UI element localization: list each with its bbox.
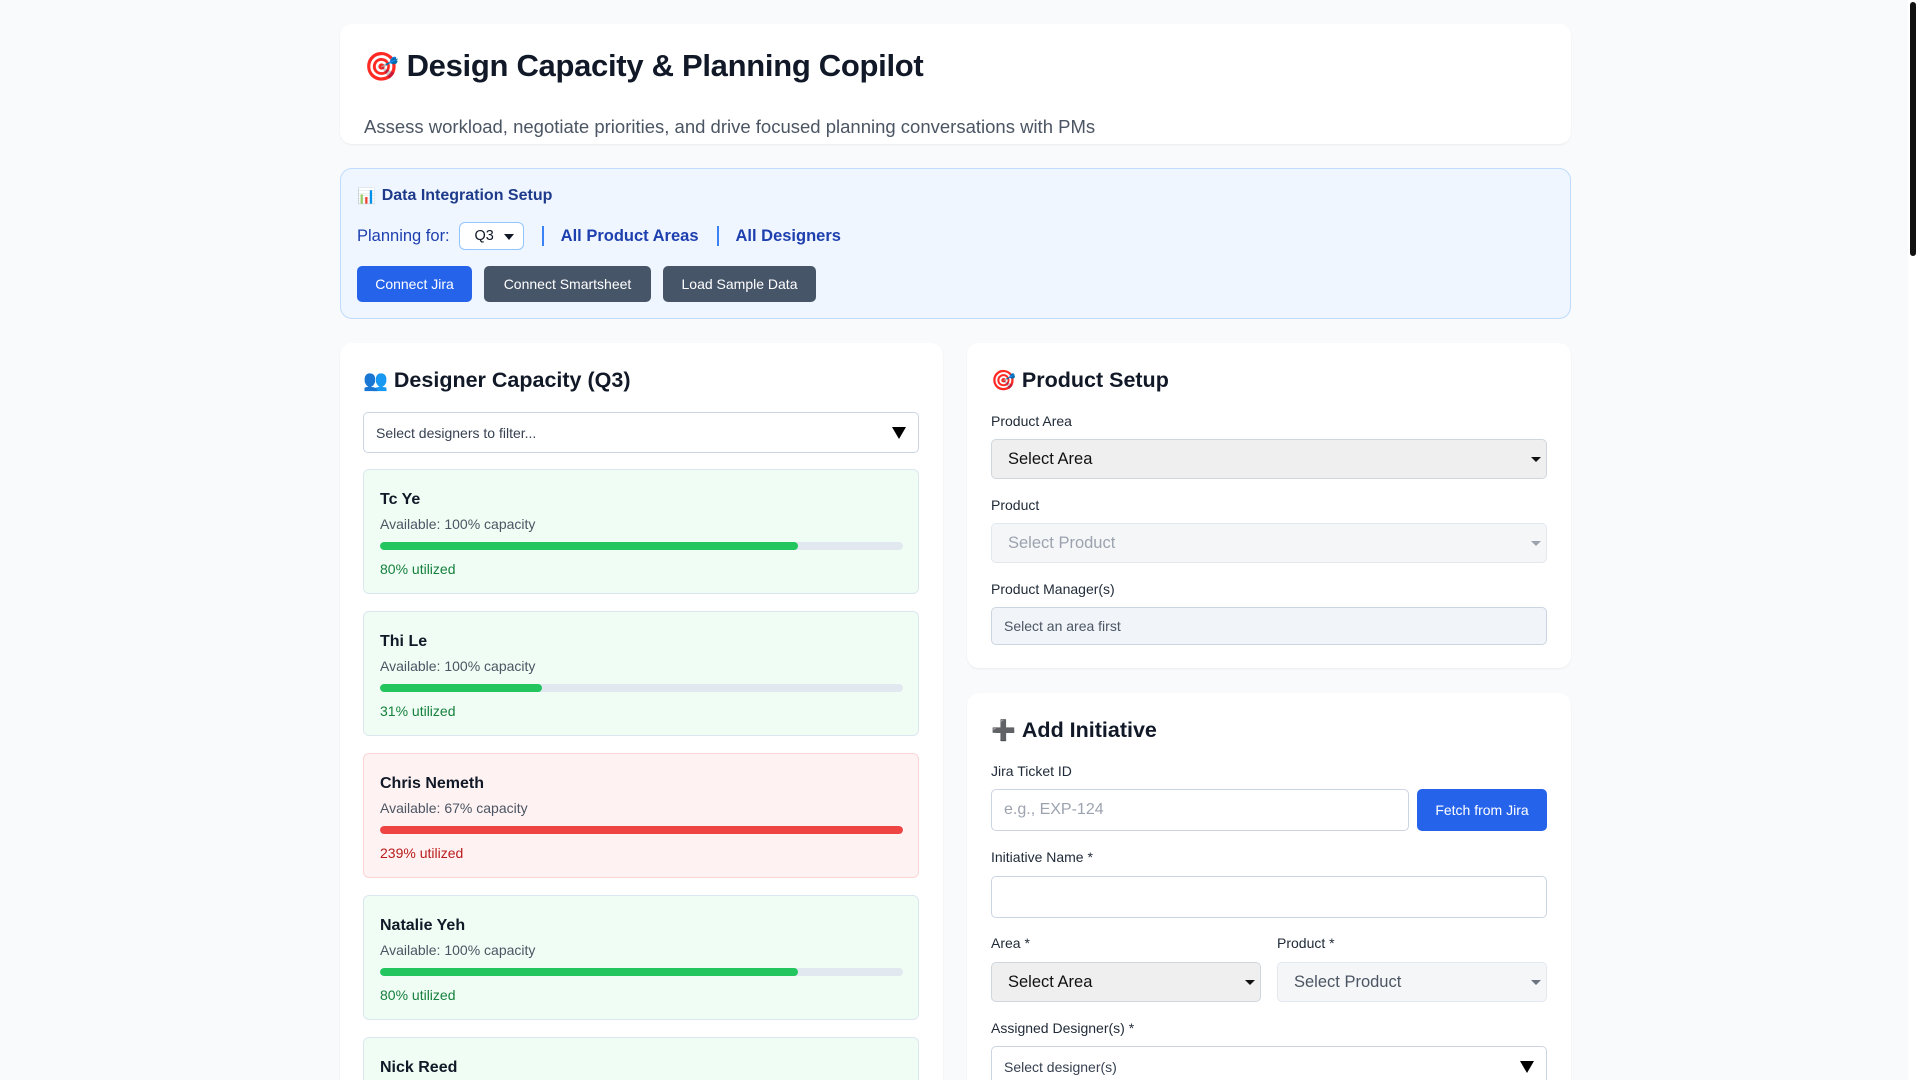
divider [716, 226, 719, 246]
designer-capacity-title: 👥 Designer Capacity (Q3) [363, 368, 630, 393]
dropdown-triangle-icon [1520, 1061, 1534, 1073]
jira-ticket-label: Jira Ticket ID [991, 763, 1072, 779]
product-setup-card: 🎯 Product Setup Product Area Select Area… [967, 343, 1571, 668]
utilization-bar-fill [380, 684, 543, 692]
product-area-label: Product Area [991, 413, 1072, 429]
bar-chart-icon: 📊 [357, 188, 376, 205]
chevron-down-icon [1531, 541, 1541, 546]
page-scrollbar[interactable] [1908, 0, 1920, 1080]
utilization-bar [380, 684, 903, 692]
designer-utilization: 239% utilized [380, 845, 464, 861]
designer-utilization: 80% utilized [380, 987, 456, 1003]
integration-title-text: Data Integration Setup [381, 187, 553, 204]
load-sample-data-button[interactable]: Load Sample Data [663, 266, 816, 302]
divider [541, 226, 544, 246]
add-initiative-title: ➕ Add Initiative [991, 718, 1157, 743]
connect-jira-button[interactable]: Connect Jira [357, 266, 472, 302]
utilization-bar-fill [380, 542, 799, 550]
initiative-area-value: Select Area [1008, 972, 1093, 991]
designer-name: Thi Le [380, 633, 428, 650]
designer-filter-select[interactable]: Select designers to filter... [363, 412, 919, 453]
designer-availability: Available: 100% capacity [380, 516, 536, 532]
product-area-value: Select Area [1008, 449, 1093, 468]
product-manager-field: Select an area first [991, 607, 1547, 645]
product-value: Select Product [1008, 533, 1116, 552]
assigned-designers-placeholder: Select designer(s) [1004, 1059, 1117, 1075]
utilization-bar [380, 826, 903, 834]
initiative-name-input[interactable] [991, 876, 1547, 918]
product-label: Product [991, 497, 1040, 513]
utilization-bar [380, 968, 903, 976]
quarter-select[interactable]: Q3 [458, 222, 524, 250]
designer-name: Tc Ye [380, 491, 421, 508]
product-setup-title: 🎯 Product Setup [991, 368, 1169, 393]
quarter-value: Q3 [474, 228, 494, 244]
product-manager-label: Product Manager(s) [991, 581, 1115, 597]
designer-filter-placeholder: Select designers to filter... [376, 424, 537, 441]
designer-card[interactable]: Nick Reed [363, 1037, 919, 1080]
utilization-bar-fill [380, 968, 799, 976]
assigned-designers-select[interactable]: Select designer(s) [991, 1046, 1547, 1080]
product-label: Product * [1277, 935, 1335, 951]
product-setup-title-text: Product Setup [1021, 368, 1169, 392]
designer-name: Natalie Yeh [380, 917, 466, 934]
page-subtitle: Assess workload, negotiate priorities, a… [364, 116, 1096, 137]
integration-buttons: Connect Jira Connect Smartsheet Load Sam… [357, 266, 816, 302]
initiative-product-select[interactable]: Select Product [1277, 962, 1547, 1002]
users-icon: 👥 [363, 370, 388, 392]
designer-card[interactable]: Chris Nemeth Available: 67% capacity 239… [363, 753, 919, 878]
designer-card[interactable]: Thi Le Available: 100% capacity 31% util… [363, 611, 919, 736]
designer-capacity-title-text: Designer Capacity (Q3) [393, 368, 631, 392]
target-icon: 🎯 [991, 370, 1016, 392]
add-initiative-title-text: Add Initiative [1021, 718, 1157, 742]
assigned-designers-label: Assigned Designer(s) * [991, 1020, 1135, 1036]
utilization-bar-fill [380, 826, 903, 834]
product-select[interactable]: Select Product [991, 523, 1547, 563]
chevron-down-icon [1531, 980, 1541, 985]
chevron-down-icon [1245, 980, 1255, 985]
designer-name: Nick Reed [380, 1059, 458, 1076]
initiative-area-select[interactable]: Select Area [991, 962, 1261, 1002]
dropdown-triangle-icon [892, 427, 906, 439]
designer-utilization: 31% utilized [380, 703, 456, 719]
initiative-name-label: Initiative Name * [991, 849, 1093, 865]
product-area-select[interactable]: Select Area [991, 439, 1547, 479]
add-initiative-card: ➕ Add Initiative Jira Ticket ID Fetch fr… [967, 693, 1571, 1080]
designer-availability: Available: 67% capacity [380, 800, 528, 816]
initiative-product-value: Select Product [1294, 972, 1402, 991]
scrollbar-thumb[interactable] [1910, 2, 1916, 256]
integration-title: 📊 Data Integration Setup [357, 187, 552, 205]
plus-icon: ➕ [991, 720, 1016, 742]
designer-card[interactable]: Tc Ye Available: 100% capacity 80% utili… [363, 469, 919, 594]
fetch-from-jira-button[interactable]: Fetch from Jira [1417, 789, 1547, 831]
chevron-down-icon [503, 234, 514, 240]
area-label: Area * [991, 935, 1030, 951]
data-integration-panel: 📊 Data Integration Setup Planning for: Q… [340, 168, 1571, 319]
designer-availability: Available: 100% capacity [380, 942, 536, 958]
chevron-down-icon [1531, 457, 1541, 462]
utilization-bar [380, 542, 903, 550]
designer-capacity-card: 👥 Designer Capacity (Q3) Select designer… [340, 343, 943, 1080]
designer-utilization: 80% utilized [380, 561, 456, 577]
area-filter-link[interactable]: All Product Areas [560, 226, 699, 245]
page-title: 🎯 Design Capacity & Planning Copilot [364, 48, 924, 84]
designer-filter-link[interactable]: All Designers [735, 226, 841, 245]
target-icon: 🎯 [364, 50, 399, 82]
jira-ticket-input[interactable] [991, 789, 1409, 831]
header-card: 🎯 Design Capacity & Planning Copilot Ass… [340, 24, 1571, 144]
connect-smartsheet-button[interactable]: Connect Smartsheet [484, 266, 651, 302]
page-title-text: Design Capacity & Planning Copilot [406, 48, 924, 83]
planning-label: Planning for: [357, 226, 450, 245]
designer-card[interactable]: Natalie Yeh Available: 100% capacity 80%… [363, 895, 919, 1020]
designer-availability: Available: 100% capacity [380, 658, 536, 674]
planning-row: Planning for: Q3 All Product Areas All D… [357, 222, 841, 250]
designer-name: Chris Nemeth [380, 775, 485, 792]
